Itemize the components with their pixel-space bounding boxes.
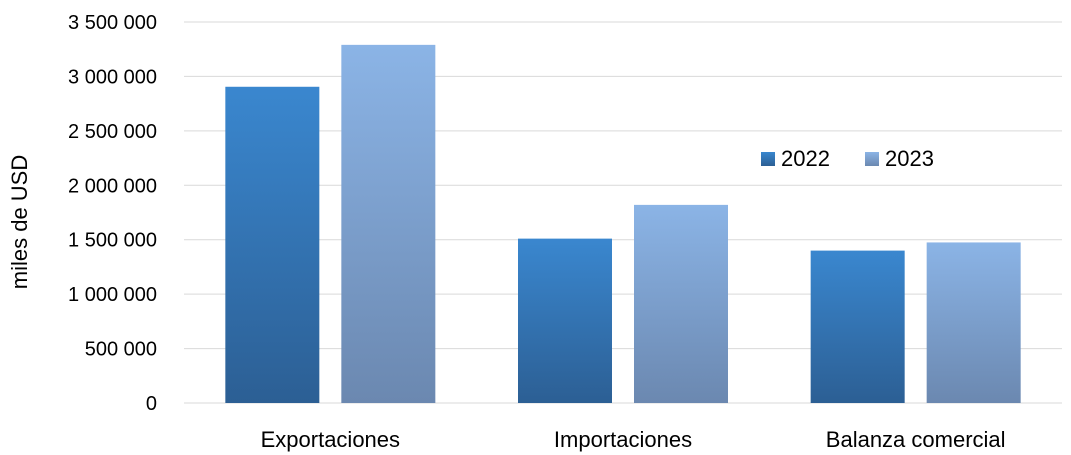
y-tick-label: 3 000 000 xyxy=(68,66,157,88)
bar-2023-1 xyxy=(341,44,436,404)
bar-2023-3 xyxy=(926,242,1021,403)
legend-swatch xyxy=(865,152,879,166)
y-tick-label: 1 000 000 xyxy=(68,284,157,306)
bar-2023-2 xyxy=(634,204,728,403)
y-tick-label: 0 xyxy=(146,393,157,415)
legend-label: 2022 xyxy=(781,146,830,171)
bars xyxy=(225,44,1021,404)
legend: 2022 2023 xyxy=(761,146,934,171)
legend-label: 2023 xyxy=(885,146,934,171)
y-tick-label: 500 000 xyxy=(85,339,157,361)
x-category-label: Exportaciones xyxy=(261,427,400,452)
y-tick-label: 3 500 000 xyxy=(68,12,157,34)
x-category-label: Balanza comercial xyxy=(826,427,1006,452)
y-tick-label: 1 500 000 xyxy=(68,230,157,252)
bar-2022-1 xyxy=(225,86,320,404)
x-axis-categories: Exportaciones Importaciones Balanza comerc… xyxy=(261,427,1006,452)
y-tick-label: 2 000 000 xyxy=(68,175,157,197)
bar-2022-3 xyxy=(810,250,905,403)
gridlines xyxy=(184,21,1062,404)
y-axis-label: miles de USD xyxy=(7,155,32,289)
bar-2022-2 xyxy=(518,238,612,403)
y-axis-ticks: 0 500 000 1 000 000 1 500 000 2 000 000 2 500… xyxy=(68,12,157,415)
legend-swatch xyxy=(761,152,775,166)
x-category-label: Importaciones xyxy=(554,427,692,452)
y-tick-label: 2 500 000 xyxy=(68,121,157,143)
